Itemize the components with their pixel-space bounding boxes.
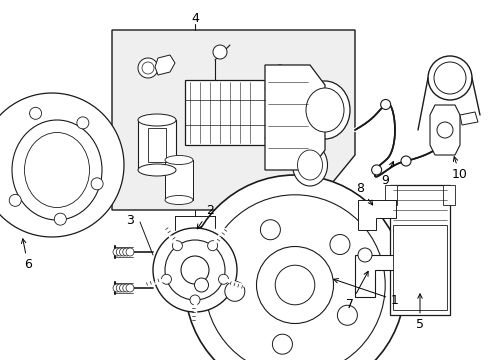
Text: 1: 1 <box>333 279 398 306</box>
Ellipse shape <box>24 132 89 207</box>
Circle shape <box>138 58 158 78</box>
Ellipse shape <box>164 156 193 165</box>
Circle shape <box>271 65 287 81</box>
Circle shape <box>207 241 217 251</box>
Text: 5: 5 <box>415 294 423 332</box>
Circle shape <box>218 274 228 284</box>
Circle shape <box>116 248 124 256</box>
Text: 3: 3 <box>126 213 134 226</box>
Circle shape <box>116 284 124 292</box>
Circle shape <box>224 281 244 301</box>
Bar <box>389 185 449 315</box>
Circle shape <box>400 156 410 166</box>
Bar <box>148 128 165 162</box>
Ellipse shape <box>299 81 349 139</box>
Circle shape <box>161 274 171 284</box>
Text: 8: 8 <box>355 181 372 205</box>
Polygon shape <box>354 255 399 297</box>
Circle shape <box>427 56 471 100</box>
Text: 6: 6 <box>21 239 32 271</box>
Circle shape <box>164 240 224 300</box>
Ellipse shape <box>138 164 176 176</box>
Circle shape <box>213 45 226 59</box>
Circle shape <box>113 284 121 292</box>
Circle shape <box>54 213 66 225</box>
Circle shape <box>329 234 349 255</box>
Ellipse shape <box>12 120 102 220</box>
Circle shape <box>204 195 385 360</box>
Circle shape <box>433 62 465 94</box>
Text: 4: 4 <box>191 12 199 24</box>
Circle shape <box>256 247 333 324</box>
Circle shape <box>119 284 127 292</box>
Ellipse shape <box>138 114 176 126</box>
Circle shape <box>380 99 390 109</box>
Polygon shape <box>264 65 325 170</box>
Bar <box>442 185 454 205</box>
Polygon shape <box>0 93 124 237</box>
Circle shape <box>153 228 237 312</box>
Ellipse shape <box>305 88 343 132</box>
Ellipse shape <box>297 150 322 180</box>
Circle shape <box>190 295 200 305</box>
Bar <box>164 160 193 200</box>
Circle shape <box>122 248 130 256</box>
Circle shape <box>172 241 182 251</box>
Ellipse shape <box>292 144 327 186</box>
Circle shape <box>272 334 292 354</box>
Bar <box>138 120 176 170</box>
Text: 10: 10 <box>451 157 467 181</box>
Circle shape <box>142 62 154 74</box>
Circle shape <box>194 278 208 292</box>
Circle shape <box>126 248 134 256</box>
Circle shape <box>122 284 130 292</box>
Bar <box>184 80 264 145</box>
Circle shape <box>113 248 121 256</box>
Text: 7: 7 <box>346 271 367 311</box>
Circle shape <box>371 165 381 175</box>
Circle shape <box>436 122 452 138</box>
Circle shape <box>260 220 280 240</box>
Text: 2: 2 <box>197 203 214 229</box>
Circle shape <box>357 248 371 262</box>
Circle shape <box>119 248 127 256</box>
Circle shape <box>126 284 134 292</box>
Circle shape <box>271 142 287 158</box>
Circle shape <box>337 305 357 325</box>
Circle shape <box>9 194 21 206</box>
Text: 9: 9 <box>380 162 393 186</box>
Polygon shape <box>357 200 395 230</box>
Bar <box>392 225 446 310</box>
Polygon shape <box>429 105 459 155</box>
Circle shape <box>91 178 103 190</box>
Circle shape <box>77 117 89 129</box>
Circle shape <box>275 69 284 77</box>
Polygon shape <box>112 30 354 210</box>
Bar <box>384 185 396 205</box>
Circle shape <box>275 146 284 154</box>
Circle shape <box>184 175 404 360</box>
Ellipse shape <box>164 195 193 204</box>
Polygon shape <box>459 112 477 125</box>
Polygon shape <box>155 55 175 75</box>
Circle shape <box>275 265 314 305</box>
Circle shape <box>29 107 41 119</box>
Circle shape <box>181 256 208 284</box>
